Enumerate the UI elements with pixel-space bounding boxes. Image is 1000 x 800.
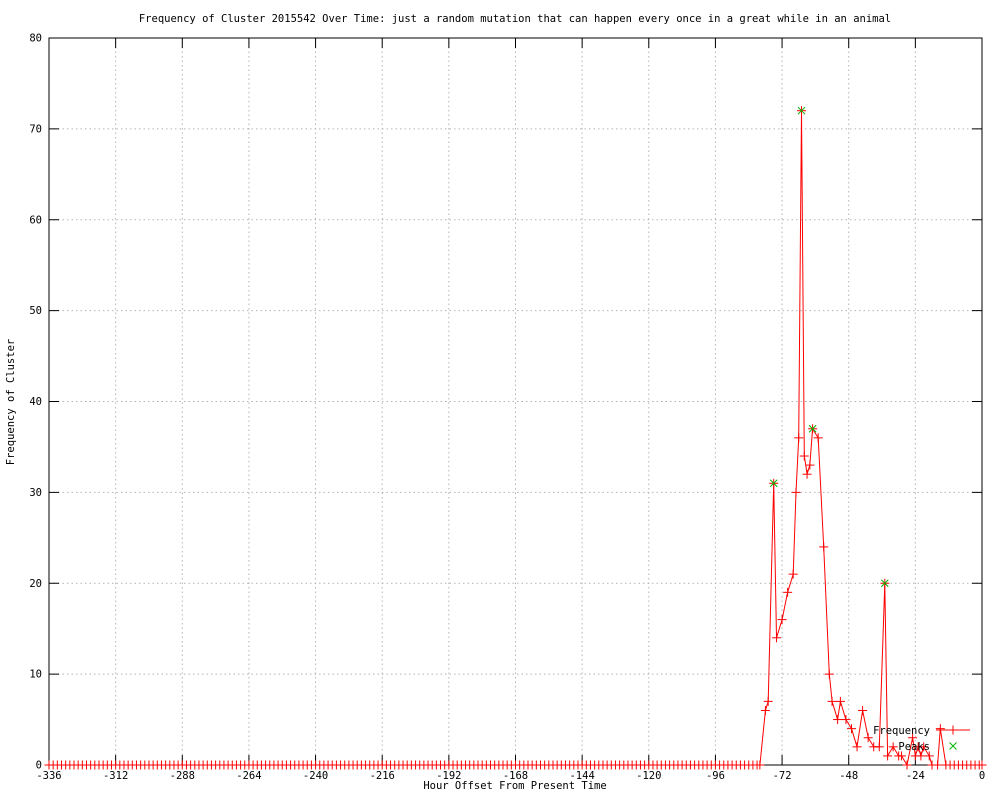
peak-marker [797,106,806,115]
y-tick-label: 80 [29,33,42,45]
peaks-series [769,106,889,588]
legend-label-frequency: Frequency [873,725,930,737]
y-tick-label: 20 [29,578,42,590]
frequency-line [49,110,982,767]
data-series [44,106,987,770]
x-tick-label: -192 [436,770,461,782]
x-tick-label: -120 [636,770,661,782]
x-tick-label: -24 [906,770,925,782]
frequency-series [44,106,987,770]
grid-lines [48,37,983,766]
x-tick-label: -312 [103,770,128,782]
y-axis-label: Frequency of Cluster [5,339,17,465]
axis-ticks [48,37,983,766]
y-tick-label: 60 [29,214,42,226]
x-tick-label: -168 [503,770,528,782]
x-tick-label: -336 [36,770,61,782]
y-tick-label: 10 [29,669,42,681]
x-tick-label: -72 [773,770,792,782]
peak-marker [769,479,778,488]
x-tick-label: -48 [839,770,858,782]
x-axis-label: Hour Offset From Present Time [423,780,606,792]
y-tick-label: 40 [29,396,42,408]
x-tick-label: -216 [370,770,395,782]
x-tick-label: -144 [569,770,594,782]
y-tick-label: 70 [29,123,42,135]
chart-title: Frequency of Cluster 2015542 Over Time: … [139,13,891,25]
x-tick-label: -240 [303,770,328,782]
x-tick-label: -96 [706,770,725,782]
legend-peaks-marker [949,742,957,750]
x-tick-label: 0 [979,770,985,782]
x-tick-label: -288 [170,770,195,782]
tick-labels: -336 -312 -288 -264 -240 -216 -192 -168 -144 -120… [29,33,985,783]
x-tick-label: -264 [236,770,261,782]
legend: Frequency Peaks [873,725,970,753]
y-tick-label: 50 [29,305,42,317]
y-tick-label: 30 [29,487,42,499]
y-tick-label: 0 [36,760,42,772]
legend-label-peaks: Peaks [898,741,930,753]
peak-marker [880,579,889,588]
peak-marker [808,424,817,433]
